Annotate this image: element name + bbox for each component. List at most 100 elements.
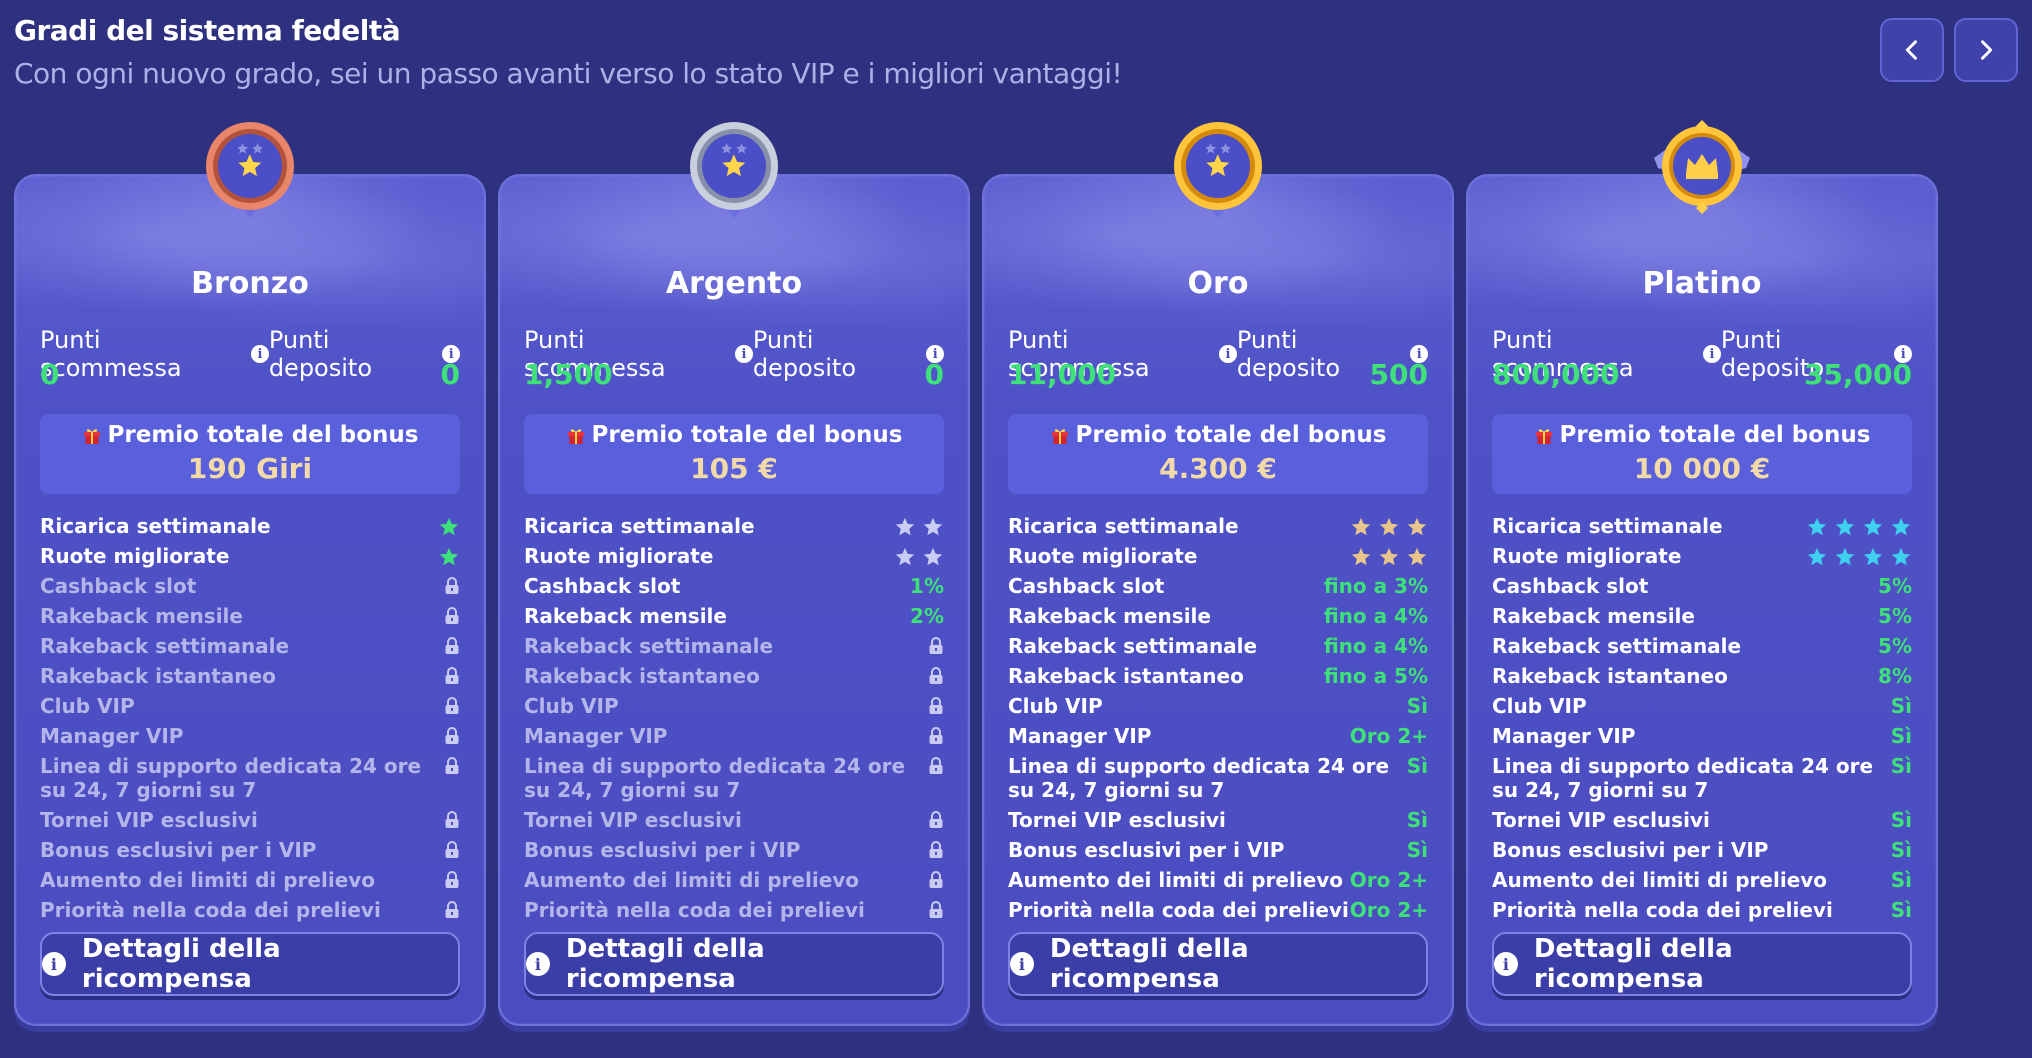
feature-row: Club VIP <box>40 694 460 724</box>
deposit-points-value: 500 <box>1369 358 1428 391</box>
feature-list: Ricarica settimanale Ruote migliorate Ca… <box>524 514 944 928</box>
feature-label: Priorità nella coda dei prelievi <box>524 898 865 922</box>
feature-row: Rakeback istantaneo 8% <box>1492 664 1912 694</box>
star-icon <box>1807 517 1827 536</box>
feature-value: fino a 5% <box>1323 664 1428 688</box>
feature-list: Ricarica settimanale Ruote migliorate Ca… <box>1008 514 1428 928</box>
bonus-label: Premio totale del bonus <box>40 422 460 448</box>
feature-label: Aumento dei limiti di prelievo <box>40 868 376 892</box>
info-icon[interactable]: i <box>735 345 753 363</box>
deposit-points-label-text: Punti deposito <box>268 326 372 382</box>
bonus-box: Premio totale del bonus 105 € <box>524 414 944 494</box>
reward-details-label: Dettagli della ricompensa <box>565 934 765 994</box>
deposit-points-label-text: Punti deposito <box>1720 326 1824 382</box>
info-icon[interactable]: i <box>926 345 944 363</box>
feature-label: Club VIP <box>1008 694 1103 718</box>
reward-details-button[interactable]: i Dettagli della ricompensa <box>524 932 944 996</box>
lock-icon <box>929 637 943 654</box>
bonus-box: Premio totale del bonus 4.300 € <box>1008 414 1428 494</box>
feature-label: Rakeback istantaneo <box>524 664 760 688</box>
tier-badge <box>682 114 786 234</box>
points-values: 1,500 0 <box>524 358 944 391</box>
info-icon[interactable]: i <box>1410 345 1428 363</box>
feature-row: Ricarica settimanale <box>1008 514 1428 544</box>
feature-row: Ruote migliorate <box>1492 544 1912 574</box>
feature-value: fino a 4% <box>1323 634 1428 658</box>
feature-label: Club VIP <box>524 694 619 718</box>
tier-cards: Bronzo Punti scommessa i Punti deposito … <box>14 114 1938 1026</box>
feature-label: Priorità nella coda dei prelievi <box>40 898 381 922</box>
bet-points-value: 1,500 <box>524 358 613 391</box>
feature-label: Ricarica settimanale <box>1008 514 1239 538</box>
info-icon[interactable]: i <box>1894 345 1912 363</box>
star-icon <box>1863 517 1883 536</box>
star-icon <box>923 517 943 536</box>
feature-row: Priorità nella coda dei prelievi <box>40 898 460 928</box>
info-icon[interactable]: i <box>442 345 460 363</box>
lock-icon <box>445 757 459 774</box>
feature-value: fino a 3% <box>1323 574 1428 598</box>
feature-row: Aumento dei limiti di prelievo <box>40 868 460 898</box>
feature-row: Club VIP <box>524 694 944 724</box>
info-icon[interactable]: i <box>1703 345 1721 363</box>
star-icon <box>439 547 459 566</box>
feature-value: Sì <box>1890 838 1912 862</box>
platinum-crown-icon <box>1654 120 1750 214</box>
feature-value: 5% <box>1878 634 1912 658</box>
silver-medal-icon <box>690 122 778 218</box>
bonus-value: 190 Giri <box>187 452 313 485</box>
feature-row: Rakeback settimanale <box>40 634 460 664</box>
reward-details-button[interactable]: i Dettagli della ricompensa <box>1492 932 1912 996</box>
points-labels: Punti scommessa i Punti deposito i <box>40 326 460 382</box>
feature-row: Rakeback istantaneo fino a 5% <box>1008 664 1428 694</box>
feature-row: Rakeback mensile fino a 4% <box>1008 604 1428 634</box>
feature-row: Bonus esclusivi per i VIP Sì <box>1008 838 1428 868</box>
feature-row: Ricarica settimanale <box>40 514 460 544</box>
points-values: 0 0 <box>40 358 460 391</box>
bet-points-label-text: Punti scommessa <box>40 326 182 382</box>
feature-row: Manager VIP Oro 2+ <box>1008 724 1428 754</box>
tier-card-body: Argento Punti scommessa i Punti deposito… <box>498 174 970 1026</box>
info-icon[interactable]: i <box>1219 345 1237 363</box>
page-title: Gradi del sistema fedeltà <box>14 14 401 47</box>
feature-row: Aumento dei limiti di prelievo Sì <box>1492 868 1912 898</box>
lock-icon <box>445 811 459 828</box>
feature-value: Sì <box>1406 754 1428 778</box>
reward-details-button[interactable]: i Dettagli della ricompensa <box>1008 932 1428 996</box>
feature-row: Aumento dei limiti di prelievo Oro 2+ <box>1008 868 1428 898</box>
feature-value: Sì <box>1406 694 1428 718</box>
lock-icon <box>445 607 459 624</box>
rating-stars <box>1350 546 1428 568</box>
rating-stars <box>894 516 944 538</box>
prev-button[interactable] <box>1880 18 1944 82</box>
feature-row: Rakeback settimanale <box>524 634 944 664</box>
feature-row: Aumento dei limiti di prelievo <box>524 868 944 898</box>
feature-row: Ricarica settimanale <box>1492 514 1912 544</box>
feature-label: Rakeback istantaneo <box>40 664 276 688</box>
feature-label: Tornei VIP esclusivi <box>1492 808 1710 832</box>
feature-label: Priorità nella coda dei prelievi <box>1492 898 1833 922</box>
lock-icon <box>445 871 459 888</box>
carousel-nav <box>1880 18 2018 82</box>
info-icon[interactable]: i <box>251 345 269 363</box>
feature-row: Rakeback mensile 2% <box>524 604 944 634</box>
next-button[interactable] <box>1954 18 2018 82</box>
reward-details-button[interactable]: i Dettagli della ricompensa <box>40 932 460 996</box>
feature-label: Rakeback settimanale <box>40 634 290 658</box>
lock-icon <box>445 727 459 744</box>
lock-icon <box>929 757 943 774</box>
feature-row: Bonus esclusivi per i VIP Sì <box>1492 838 1912 868</box>
lock-icon <box>929 901 943 918</box>
bonus-value: 105 € <box>690 452 778 485</box>
star-icon <box>1807 547 1827 566</box>
feature-label: Ruote migliorate <box>40 544 230 568</box>
tier-card-platino: Platino Punti scommessa i Punti deposito… <box>1466 114 1938 1026</box>
feature-value: Sì <box>1890 754 1912 778</box>
bonus-label-text: Premio totale del bonus <box>591 422 903 448</box>
feature-label: Rakeback mensile <box>1008 604 1211 628</box>
star-icon <box>1835 517 1855 536</box>
feature-label: Rakeback mensile <box>1492 604 1695 628</box>
feature-row: Rakeback istantaneo <box>524 664 944 694</box>
feature-value: 8% <box>1878 664 1912 688</box>
info-icon: i <box>42 952 66 976</box>
